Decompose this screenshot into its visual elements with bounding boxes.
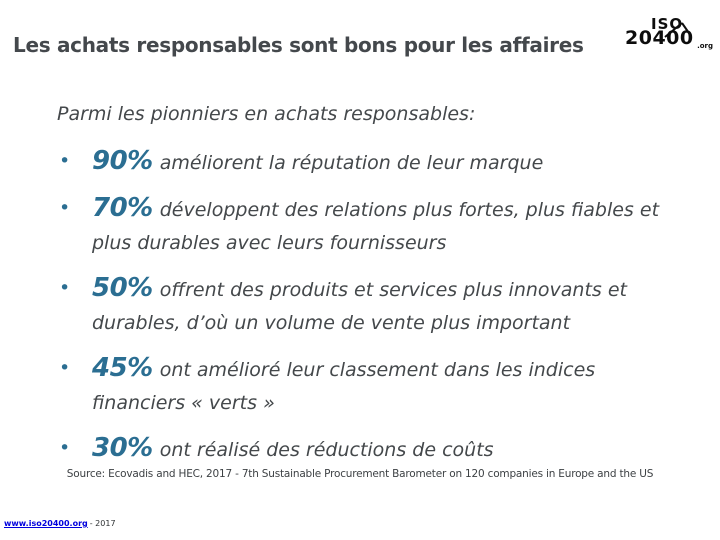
bullet-text: développent des relations plus fortes, p…	[92, 199, 660, 254]
bullet-dot-icon: •	[59, 437, 71, 459]
iso20400-logo: ISO 20400 .org	[625, 15, 713, 55]
bullet-text: améliorent la réputation de leur marque	[159, 152, 544, 174]
bullet-text: offrent des produits et services plus in…	[92, 279, 627, 334]
logo-line2: 20400	[625, 27, 694, 49]
bullet-dot-icon: •	[59, 357, 71, 379]
bullet-item: • 70% développent des relations plus forte…	[57, 192, 685, 260]
bullet-stat: 45%	[92, 353, 153, 383]
bullet-list: • 90% améliorent la réputation de leur mar…	[57, 145, 685, 467]
intro-line: Parmi les pionniers en achats responsabl…	[57, 103, 476, 125]
bullet-dot-icon: •	[59, 197, 71, 219]
footer-year: - 2017	[89, 519, 116, 528]
logo-link-lines-icon	[664, 22, 692, 38]
bullet-item: • 45% ont amélioré leur classement dans le…	[57, 352, 685, 420]
bullet-stat: 30%	[92, 433, 153, 463]
footer-link[interactable]: www.iso20400.org	[4, 519, 88, 528]
logo-suffix: .org	[697, 42, 713, 50]
bullet-stat: 50%	[92, 273, 153, 303]
bullet-dot-icon: •	[59, 277, 71, 299]
bullet-stat: 70%	[92, 193, 153, 223]
source-note: Source: Ecovadis and HEC, 2017 - 7th Sus…	[66, 468, 654, 480]
slide-title: Les achats responsables sont bons pour l…	[13, 33, 584, 57]
footer: www.iso20400.org - 2017	[4, 519, 116, 528]
bullet-text: ont réalisé des réductions de coûts	[159, 439, 494, 461]
bullet-item: • 50% offrent des produits et services plu…	[57, 272, 685, 340]
bullet-item: • 90% améliorent la réputation de leur mar…	[57, 145, 685, 180]
bullet-item: • 30% ont réalisé des réductions de coûts	[57, 432, 685, 467]
slide-body: Parmi les pionniers en achats responsabl…	[57, 101, 685, 479]
bullet-dot-icon: •	[59, 150, 71, 172]
logo-line1: ISO	[651, 15, 684, 33]
bullet-text: ont amélioré leur classement dans les in…	[92, 359, 596, 414]
bullet-stat: 90%	[92, 146, 153, 176]
